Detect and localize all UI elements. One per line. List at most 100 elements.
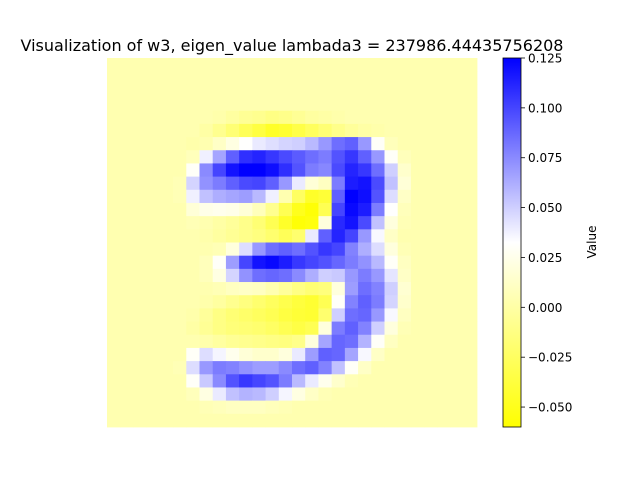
heatmap-cell bbox=[358, 163, 372, 178]
heatmap-cell bbox=[318, 308, 333, 322]
heatmap-cell bbox=[199, 255, 214, 270]
heatmap-cell bbox=[437, 268, 451, 283]
heatmap-cell bbox=[212, 97, 227, 112]
heatmap-cell bbox=[239, 295, 253, 309]
heatmap-cell bbox=[146, 361, 161, 375]
heatmap-cell bbox=[397, 387, 412, 402]
heatmap-cell bbox=[331, 361, 346, 375]
heatmap-cell bbox=[437, 58, 451, 72]
heatmap-cell bbox=[120, 216, 134, 230]
heatmap-cell bbox=[371, 321, 385, 336]
heatmap-cell bbox=[159, 334, 174, 349]
heatmap-cell bbox=[358, 255, 372, 270]
heatmap-cell bbox=[107, 137, 121, 151]
heatmap-cell bbox=[410, 176, 425, 191]
heatmap-cell bbox=[292, 255, 306, 270]
heatmap-cell bbox=[450, 84, 465, 98]
heatmap-cell bbox=[278, 150, 293, 164]
heatmap-cell bbox=[358, 150, 372, 164]
heatmap-cell bbox=[120, 189, 134, 204]
heatmap-cell bbox=[278, 110, 293, 125]
heatmap-cell bbox=[318, 255, 333, 270]
heatmap-cell bbox=[344, 334, 359, 349]
heatmap-cell bbox=[186, 71, 200, 85]
heatmap-cell bbox=[252, 334, 266, 349]
heatmap-cell bbox=[252, 176, 266, 191]
heatmap-cell bbox=[344, 137, 359, 151]
heatmap-cell bbox=[397, 374, 412, 388]
heatmap-cell bbox=[292, 58, 306, 72]
heatmap-cell bbox=[463, 58, 478, 72]
heatmap-cell bbox=[265, 123, 280, 138]
heatmap-cell bbox=[133, 150, 148, 164]
heatmap-cell bbox=[384, 71, 399, 85]
heatmap-cell bbox=[212, 413, 227, 428]
heatmap-cell bbox=[239, 387, 253, 402]
heatmap-cell bbox=[437, 189, 451, 204]
heatmap-cell bbox=[107, 58, 121, 72]
heatmap-cell bbox=[358, 84, 372, 98]
heatmap-cell bbox=[199, 321, 214, 336]
heatmap-cell bbox=[225, 347, 240, 362]
heatmap-cell bbox=[159, 58, 174, 72]
heatmap-cell bbox=[344, 400, 359, 415]
heatmap-cell bbox=[371, 282, 385, 296]
heatmap-cell bbox=[424, 163, 438, 178]
heatmap-cell bbox=[384, 189, 399, 204]
heatmap-cell bbox=[331, 334, 346, 349]
heatmap-cell bbox=[371, 400, 385, 415]
heatmap-cell bbox=[239, 176, 253, 191]
heatmap-cell bbox=[107, 347, 121, 362]
heatmap-cell bbox=[278, 255, 293, 270]
heatmap-cell bbox=[133, 84, 148, 98]
heatmap-cell bbox=[384, 176, 399, 191]
heatmap-cell bbox=[186, 282, 200, 296]
heatmap-cell bbox=[424, 229, 438, 243]
heatmap-cell bbox=[120, 400, 134, 415]
heatmap-cell bbox=[107, 374, 121, 388]
heatmap-cell bbox=[278, 137, 293, 151]
heatmap-cell bbox=[252, 308, 266, 322]
heatmap-cell bbox=[358, 110, 372, 125]
heatmap-cell bbox=[265, 176, 280, 191]
heatmap-cell bbox=[278, 308, 293, 322]
heatmap-cell bbox=[358, 97, 372, 112]
heatmap-cell bbox=[410, 268, 425, 283]
heatmap-cell bbox=[239, 216, 253, 230]
heatmap-cell bbox=[186, 163, 200, 178]
heatmap-cell bbox=[239, 400, 253, 415]
heatmap-cell bbox=[410, 347, 425, 362]
heatmap-cell bbox=[292, 242, 306, 257]
heatmap-cell bbox=[159, 282, 174, 296]
heatmap-cell bbox=[146, 189, 161, 204]
heatmap-cell bbox=[252, 361, 266, 375]
heatmap-cell bbox=[212, 268, 227, 283]
heatmap-cell bbox=[199, 295, 214, 309]
heatmap-cell bbox=[450, 400, 465, 415]
heatmap-cell bbox=[186, 216, 200, 230]
heatmap-cell bbox=[344, 361, 359, 375]
heatmap-cell bbox=[225, 374, 240, 388]
heatmap-cell bbox=[120, 176, 134, 191]
heatmap-cell bbox=[159, 347, 174, 362]
heatmap-cell bbox=[133, 123, 148, 138]
heatmap-cell bbox=[318, 347, 333, 362]
heatmap-cell bbox=[318, 374, 333, 388]
heatmap-cell bbox=[437, 400, 451, 415]
heatmap-cell bbox=[265, 150, 280, 164]
heatmap-cell bbox=[239, 123, 253, 138]
heatmap-cell bbox=[450, 242, 465, 257]
heatmap-cell bbox=[212, 137, 227, 151]
heatmap-cell bbox=[305, 71, 319, 85]
heatmap-cell bbox=[173, 413, 187, 428]
heatmap-cell bbox=[107, 189, 121, 204]
heatmap-cell bbox=[397, 176, 412, 191]
heatmap-cell bbox=[331, 242, 346, 257]
heatmap-cell bbox=[186, 58, 200, 72]
heatmap-cell bbox=[397, 361, 412, 375]
heatmap-cell bbox=[159, 321, 174, 336]
heatmap-cell bbox=[199, 308, 214, 322]
heatmap-cell bbox=[173, 84, 187, 98]
heatmap-cell bbox=[252, 189, 266, 204]
heatmap-cell bbox=[305, 229, 319, 243]
